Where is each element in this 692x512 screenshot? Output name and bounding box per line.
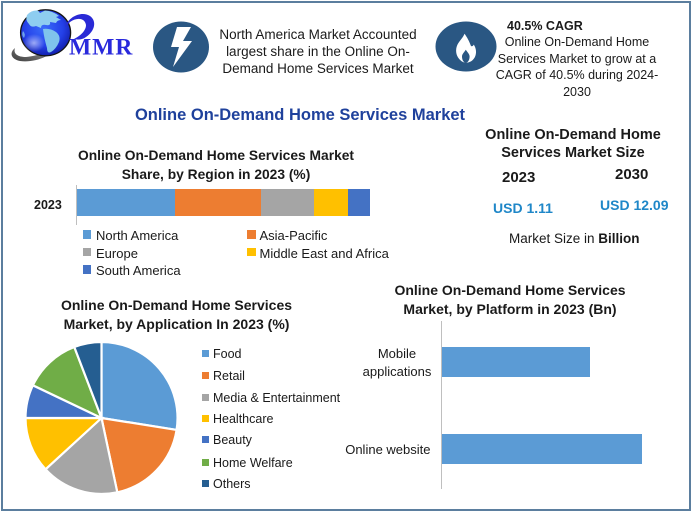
svg-text:MMR: MMR (69, 35, 133, 61)
